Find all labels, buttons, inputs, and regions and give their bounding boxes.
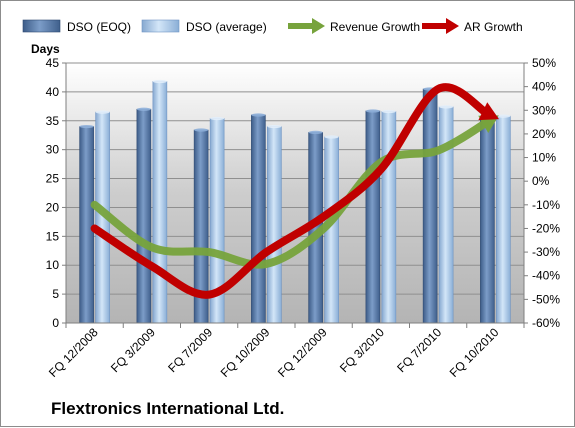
point-revenue-growth [209,252,210,253]
arrowhead-ar-growth [478,102,499,121]
right-axis-tick-label: 40% [532,80,556,94]
bar-dso-average [152,81,168,324]
bar-dso-average [381,111,397,324]
legend-revenue-growth-label: Revenue Growth [330,20,420,34]
point-ar-growth [266,252,267,253]
chart-title: Flextronics International Ltd. [51,399,285,418]
bar-dso-average [496,115,511,324]
bar-dso-average [438,106,454,324]
bar-cap [381,109,396,114]
point-revenue-growth [380,162,381,163]
bar-cap [308,130,323,134]
bar-cap [365,109,380,113]
line-revenue-growth [90,118,491,269]
point-ar-growth [323,216,324,217]
legend-ar-growth-label: AR Growth [464,20,523,34]
x-axis-category-label: FQ 10/2010 [447,325,502,380]
left-axis-tick-label: 20 [46,200,60,214]
left-axis-tick-label: 5 [52,287,59,301]
plot-area [66,63,524,323]
legend-dso-average-swatch [141,19,180,33]
point-ar-growth [151,266,152,267]
bar-dso-eoq [136,108,152,324]
bar-dso-eoq [422,88,438,324]
right-axis-tick-label: 0% [532,174,550,188]
point-ar-growth [94,228,95,229]
line-ar-growth [90,83,491,299]
bar-dso-eoq [365,110,381,324]
right-axis-tick-label: -10% [532,198,560,212]
legend-dso-eoq-swatch [22,19,61,33]
right-axis-tick-label: 30% [532,103,556,117]
left-axis-tick-label: 10 [46,258,60,272]
bar-dso-eoq [480,117,495,324]
bar-cap [136,107,151,111]
bar-cap [210,116,225,121]
point-ar-growth [495,117,496,118]
point-ar-growth [209,294,210,295]
bar-dso-average [267,126,282,324]
left-axis-tick-label: 30 [46,143,60,157]
legend-dso-eoq-label: DSO (EOQ) [67,20,131,34]
right-axis-tick-label: -20% [532,221,560,235]
point-revenue-growth [438,150,439,151]
x-axis-category-label: FQ 3/2010 [337,325,387,375]
bar-cap [251,113,266,117]
left-axis-tick-label: 15 [46,229,60,243]
point-ar-growth [438,89,439,90]
bar-cap [79,124,94,129]
bar-cap [324,135,339,139]
left-axis-tick-label: 35 [46,114,60,128]
point-revenue-growth [323,228,324,229]
bar-dso-eoq [251,114,266,324]
bar-cap [496,114,511,118]
x-axis-category-label: FQ 10/2009 [218,325,273,380]
right-axis-tick-label: -40% [532,269,560,283]
point-ar-growth [380,169,381,170]
left-axis-title: Days [31,42,60,56]
right-axis-tick-label: 50% [532,56,556,70]
right-axis-tick-label: 10% [532,151,556,165]
bar-cap [194,128,209,132]
x-axis-category-label: FQ 12/2008 [46,325,101,380]
left-axis-tick-label: 0 [52,316,59,330]
bar-cap [95,110,110,114]
x-axis-category-label: FQ 3/2009 [108,325,158,375]
left-axis-tick-label: 45 [46,56,60,70]
x-axis-category-label: FQ 7/2009 [165,325,215,375]
left-axis-tick-label: 25 [46,172,60,186]
right-axis-tick-label: -30% [532,245,560,259]
x-axis-category-label: FQ 12/2009 [275,325,330,380]
right-axis-tick-label: -60% [532,316,560,330]
point-revenue-growth [94,204,95,205]
legend-dso-average-label: DSO (average) [186,20,267,34]
left-axis-tick-label: 40 [46,85,60,99]
right-axis-tick-label: 20% [532,127,556,141]
point-revenue-growth [151,247,152,248]
bar-dso-eoq [79,126,94,324]
point-revenue-growth [266,263,267,264]
bar-cap [439,105,454,109]
legend-ar-growth-swatch-arrow [446,18,459,34]
bar-cap [152,79,167,84]
legend-revenue-growth-swatch-arrow [312,18,325,34]
right-axis-tick-label: -50% [532,292,560,306]
bar-cap [267,124,282,129]
x-axis-category-label: FQ 7/2010 [394,325,444,375]
